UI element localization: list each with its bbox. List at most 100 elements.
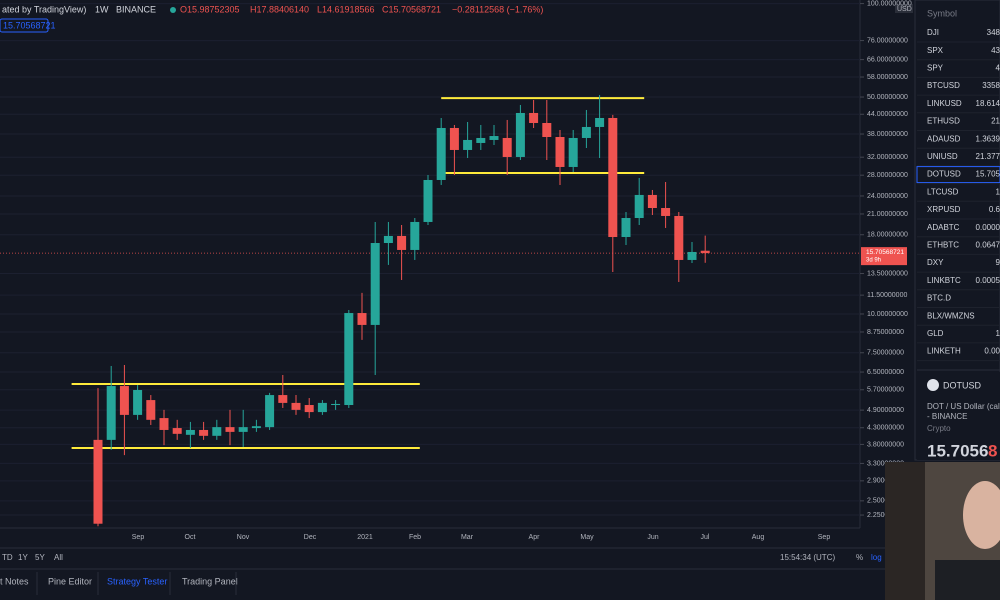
watchlist-symbol[interactable]: LINKETH <box>927 347 961 356</box>
header-close: C15.70568721 <box>382 4 441 14</box>
watchlist-symbol[interactable]: DJI <box>927 28 939 37</box>
candle-body <box>159 418 169 430</box>
tab[interactable]: Strategy Tester <box>107 576 167 586</box>
y-tick-label: 4.90000000 <box>867 407 904 414</box>
range-button[interactable]: 5Y <box>35 553 45 562</box>
watchlist-symbol[interactable]: ETHBTC <box>927 241 959 250</box>
y-tick-label: 100.00000000 <box>867 0 912 7</box>
candle-body <box>278 395 288 403</box>
watchlist-symbol[interactable]: LINKBTC <box>927 276 961 285</box>
y-tick-label: 58.00000000 <box>867 74 908 81</box>
candle-body <box>172 428 182 434</box>
watchlist-symbol[interactable]: DXY <box>927 258 944 267</box>
y-tick-label: 11.50000000 <box>867 292 907 299</box>
watchlist-price: 21 <box>991 117 1000 126</box>
watchlist-symbol[interactable]: ETHUSD <box>927 117 960 126</box>
y-tick-label: 66.00000000 <box>867 56 908 63</box>
y-tick-label: 8.75000000 <box>867 329 904 336</box>
header-high: H17.88406140 <box>250 4 309 14</box>
watchlist-symbol[interactable]: ADAUSD <box>927 134 961 143</box>
x-tick-label: Jul <box>701 534 710 541</box>
x-tick-label: Oct <box>185 534 196 541</box>
watchlist-symbol[interactable]: XRPUSD <box>927 205 961 214</box>
details-kind: Crypto <box>927 424 951 433</box>
candle-body <box>106 386 116 440</box>
webcam-door <box>885 462 925 600</box>
watchlist-price: 1 <box>996 329 1000 338</box>
watchlist-symbol[interactable]: BLX/WMZNS <box>927 311 975 320</box>
details-price-tail: 8 <box>988 441 997 460</box>
percent-toggle: % <box>856 553 863 562</box>
y-tick-label: 28.00000000 <box>867 172 908 179</box>
candle-body <box>225 427 235 432</box>
webcam-face <box>963 481 1000 549</box>
candle-body <box>700 250 710 254</box>
price-badge <box>0 18 49 33</box>
watchlist-selected <box>916 166 1000 184</box>
y-tick-label: 38.00000000 <box>867 131 908 138</box>
y-tick-label: 6.50000000 <box>867 369 904 376</box>
watchlist-symbol[interactable]: GLD <box>927 329 944 338</box>
watchlist-symbol[interactable]: DOTUSD <box>927 170 961 179</box>
watchlist-symbol[interactable]: LTCUSD <box>927 187 959 196</box>
x-tick-label: Jun <box>647 534 658 541</box>
candle-body <box>529 112 539 123</box>
range-button[interactable]: All <box>54 553 63 562</box>
watchlist-price: 1.3639 <box>976 134 1000 143</box>
candle-body <box>436 127 446 180</box>
y-tick-label: 3.80000000 <box>867 441 904 448</box>
tab[interactable]: Trading Panel <box>182 576 238 586</box>
candle-body <box>515 112 525 157</box>
candle-body <box>647 194 657 209</box>
candle-body <box>357 313 367 325</box>
y-tick-label: 4.30000000 <box>867 425 904 432</box>
tab[interactable]: t Notes <box>0 576 29 586</box>
tab[interactable]: Pine Editor <box>48 576 92 586</box>
watchlist-symbol[interactable]: UNIUSD <box>927 152 958 161</box>
y-tick-label: 76.00000000 <box>867 37 908 44</box>
watchlist-price: 1 <box>996 187 1000 196</box>
symbol-icon <box>927 379 939 391</box>
x-tick-label: Dec <box>304 534 317 541</box>
x-tick-label: May <box>580 534 594 541</box>
x-tick-label: Nov <box>237 534 250 541</box>
candle-body <box>93 439 103 524</box>
watchlist-price: 21.377 <box>976 152 1000 161</box>
price-label: 15.70568721 <box>866 249 904 256</box>
header-exchange: BINANCE <box>116 4 156 14</box>
candle-body <box>542 122 552 137</box>
watchlist-header: Symbol <box>927 8 957 18</box>
price-label-box <box>861 247 907 266</box>
candle-body <box>119 386 129 415</box>
candle-body <box>199 429 209 436</box>
candle-body <box>608 117 618 238</box>
currency-badge <box>895 4 913 13</box>
webcam <box>885 462 1000 600</box>
watchlist-symbol[interactable]: BTCUSD <box>927 81 960 90</box>
x-tick-label: Sep <box>132 534 145 541</box>
candle-body <box>317 402 327 413</box>
candle-body <box>212 427 222 436</box>
candle-body <box>595 117 605 127</box>
candle-body <box>383 235 393 244</box>
y-tick-label: 50.00000000 <box>867 94 908 101</box>
watchlist-symbol[interactable]: BTC.D <box>927 294 951 303</box>
x-tick-label: Apr <box>529 534 541 541</box>
range-button[interactable]: 1Y <box>18 553 28 562</box>
candle-body <box>344 313 354 406</box>
candle-body <box>291 402 301 410</box>
watchlist-price: 43 <box>991 46 1000 55</box>
x-tick-label: Mar <box>461 534 474 541</box>
tab-bar <box>0 570 915 600</box>
range-button[interactable]: TD <box>2 553 13 562</box>
x-tick-label: Sep <box>818 534 831 541</box>
watchlist-symbol[interactable]: SPX <box>927 46 944 55</box>
currency: USD <box>897 6 912 13</box>
watchlist-symbol[interactable]: SPY <box>927 64 944 73</box>
countdown: 3d 9h <box>866 258 881 264</box>
header-change: −0.28112568 (−1.76%) <box>452 4 543 14</box>
watchlist-symbol[interactable]: LINKUSD <box>927 99 962 108</box>
watchlist-price: 15.705 <box>976 170 1000 179</box>
watchlist-symbol[interactable]: ADABTC <box>927 223 960 232</box>
